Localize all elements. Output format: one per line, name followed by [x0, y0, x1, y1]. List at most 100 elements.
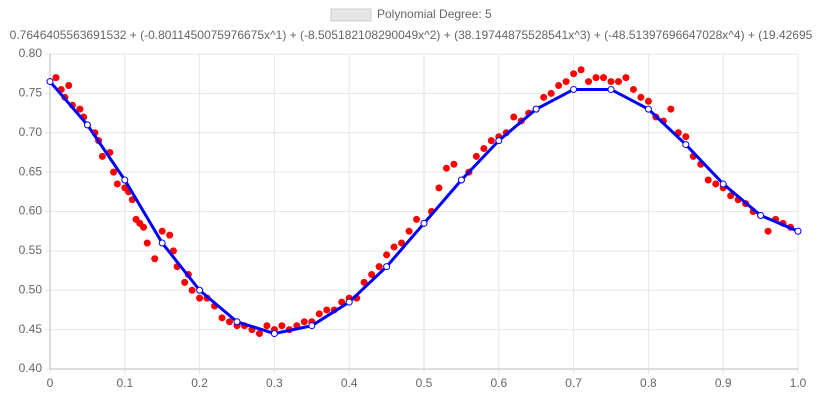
- fit-point: [121, 176, 129, 184]
- data-point: [442, 164, 450, 172]
- data-point: [704, 176, 712, 184]
- data-point: [480, 145, 488, 152]
- data-point: [555, 82, 563, 89]
- y-tick-label: 0.65: [19, 164, 43, 178]
- data-point: [682, 133, 690, 141]
- y-tick-label: 0.40: [19, 361, 43, 375]
- fit-point: [158, 239, 166, 247]
- data-point: [360, 278, 368, 286]
- data-point: [113, 180, 121, 188]
- data-point: [140, 223, 147, 231]
- x-tick-label: 0.4: [341, 376, 358, 390]
- fit-point: [495, 137, 503, 145]
- fit-point: [682, 141, 690, 149]
- data-point: [315, 310, 323, 318]
- data-point: [398, 239, 406, 247]
- data-point: [218, 314, 226, 322]
- x-tick-label: 0: [47, 376, 54, 390]
- fit-point: [607, 85, 615, 93]
- data-point: [158, 227, 166, 235]
- fit-point: [383, 263, 391, 271]
- data-point: [413, 215, 421, 223]
- x-tick-label: 1.0: [790, 376, 807, 390]
- data-point: [600, 74, 608, 82]
- x-tick-label: 0.1: [116, 376, 133, 390]
- data-point: [323, 306, 331, 314]
- y-tick-label: 0.50: [19, 282, 43, 296]
- data-point: [368, 271, 376, 278]
- y-tick-label: 0.45: [19, 322, 43, 336]
- data-point: [585, 78, 593, 86]
- fit-point: [233, 318, 241, 326]
- legend-label: Polynomial Degree: 5: [377, 7, 492, 21]
- data-point: [577, 66, 585, 74]
- legend-swatch: [330, 8, 372, 22]
- data-point: [592, 74, 600, 82]
- data-point: [450, 160, 458, 168]
- fit-point: [532, 105, 540, 113]
- data-point: [667, 105, 675, 113]
- fit-point: [308, 322, 316, 330]
- data-point: [637, 93, 645, 101]
- x-tick-label: 0.7: [565, 376, 582, 390]
- data-point: [375, 263, 383, 271]
- data-point: [166, 231, 174, 239]
- x-tick-label: 0.2: [191, 376, 208, 390]
- y-tick-label: 0.70: [19, 125, 43, 139]
- data-point: [383, 251, 391, 259]
- data-point: [196, 294, 204, 302]
- data-point: [644, 97, 652, 105]
- fit-point: [83, 121, 91, 129]
- data-point: [300, 318, 308, 326]
- x-tick-label: 0.8: [640, 376, 657, 390]
- y-tick-label: 0.80: [19, 46, 43, 60]
- x-tick-label: 0.9: [715, 376, 732, 390]
- data-point: [338, 298, 346, 306]
- fit-point: [794, 227, 802, 235]
- x-tick-label: 0.6: [490, 376, 507, 390]
- data-point: [487, 137, 495, 145]
- x-tick-label: 0.5: [416, 376, 433, 390]
- data-point: [65, 82, 73, 89]
- x-tick-label: 0.3: [266, 376, 283, 390]
- data-point: [110, 168, 118, 176]
- y-tick-label: 0.60: [19, 204, 43, 218]
- data-point: [278, 322, 286, 330]
- data-point: [607, 78, 615, 86]
- data-point: [435, 184, 443, 192]
- data-point: [727, 192, 735, 200]
- y-tick-label: 0.55: [19, 243, 43, 257]
- data-point: [151, 255, 159, 263]
- fit-point: [345, 298, 353, 306]
- data-point: [226, 318, 234, 326]
- data-point: [76, 105, 84, 113]
- data-point: [255, 330, 263, 338]
- fit-point: [570, 85, 578, 93]
- data-point: [143, 239, 151, 247]
- data-point: [540, 93, 548, 101]
- data-point: [764, 227, 772, 235]
- y-tick-label: 0.75: [19, 86, 43, 100]
- data-point: [547, 89, 555, 97]
- fit-point: [757, 211, 765, 219]
- data-point: [622, 74, 630, 82]
- data-point: [405, 227, 413, 235]
- data-point: [629, 85, 637, 93]
- fit-point: [270, 330, 278, 338]
- fit-point: [420, 219, 428, 227]
- chart-title: 0.7646405563691532 + (-0.801145007597667…: [10, 28, 813, 42]
- data-point: [712, 180, 720, 188]
- data-point: [510, 113, 518, 121]
- data-point: [390, 243, 398, 251]
- data-point: [52, 74, 60, 82]
- data-point: [188, 286, 196, 294]
- data-point: [570, 70, 578, 78]
- data-point: [263, 322, 271, 330]
- data-point: [181, 278, 189, 286]
- data-point: [472, 152, 480, 160]
- fit-point: [196, 286, 204, 294]
- data-point: [614, 78, 622, 86]
- fit-point: [644, 105, 652, 113]
